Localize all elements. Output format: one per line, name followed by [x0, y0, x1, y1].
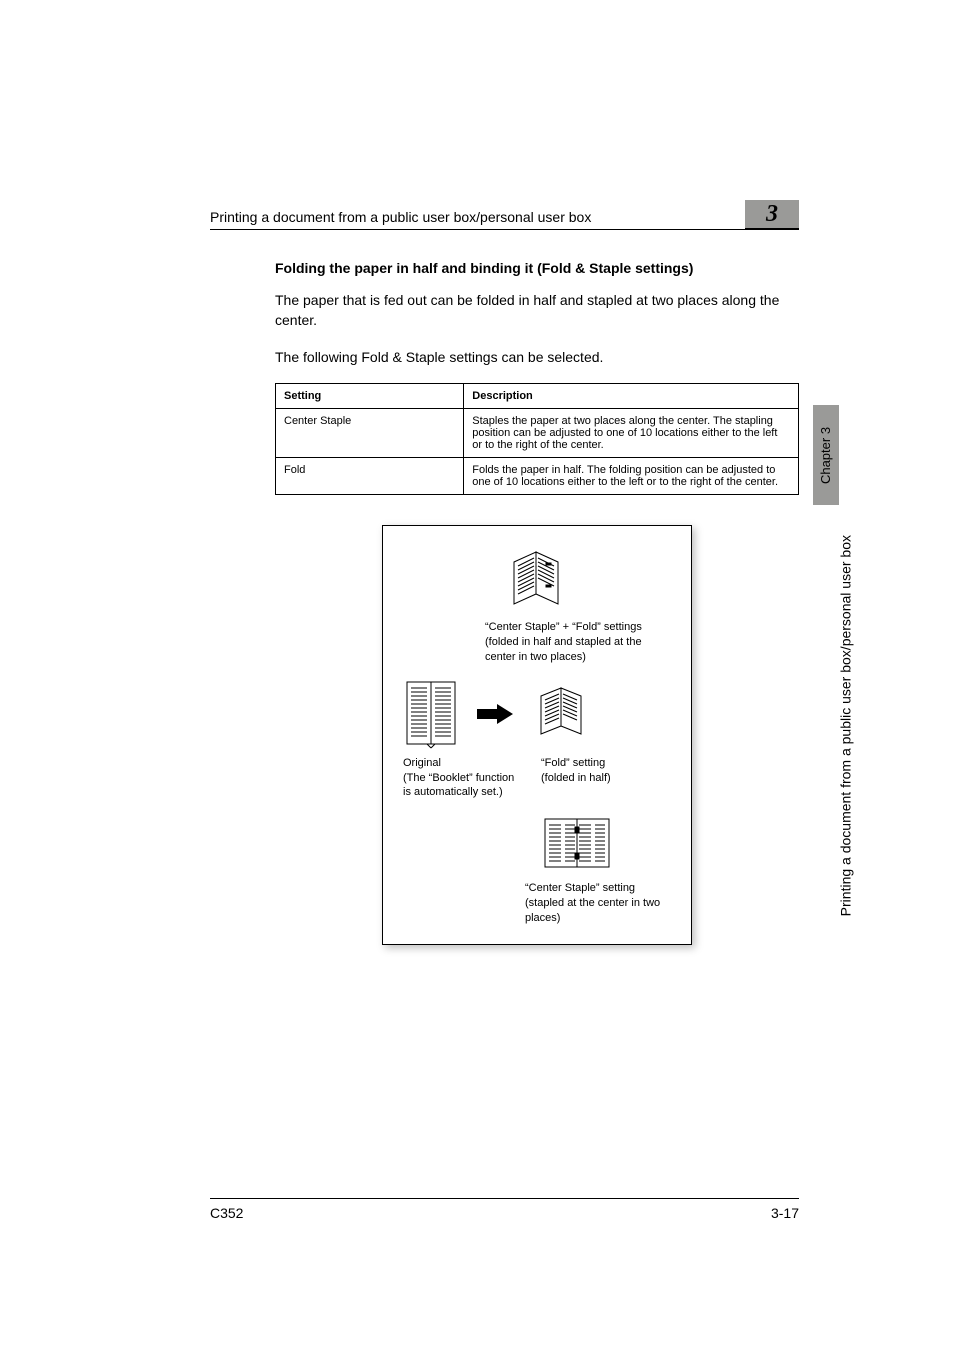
caption-fold-sub: (folded in half) — [541, 771, 661, 785]
caption-original-sub: (The “Booklet” function is automatically… — [403, 771, 523, 800]
side-chapter-tab: Chapter 3 — [813, 405, 839, 505]
arrow-right-icon — [477, 704, 513, 724]
chapter-number-box: 3 — [745, 200, 799, 230]
footer-model: C352 — [210, 1205, 243, 1221]
cell-desc: Folds the paper in half. The folding pos… — [464, 457, 799, 494]
col-header-setting: Setting — [276, 383, 464, 408]
chapter-number: 3 — [766, 201, 778, 228]
booklet-folded-icon — [531, 684, 591, 744]
diagram-box: “Center Staple” + “Fold” settings (folde… — [382, 525, 692, 945]
original-sheet-icon — [403, 678, 459, 750]
page-footer: C352 3-17 — [210, 1198, 799, 1221]
caption-original-label: Original — [403, 756, 523, 770]
caption-center-staple-label: “Center Staple” setting — [525, 881, 679, 896]
caption-center-staple-sub: (stapled at the center in two places) — [525, 896, 679, 926]
footer-page-number: 3-17 — [771, 1205, 799, 1221]
side-vertical-title: Printing a document from a public user b… — [837, 535, 853, 916]
cell-setting: Center Staple — [276, 408, 464, 457]
main-content: Folding the paper in half and binding it… — [210, 260, 799, 945]
page-header: Printing a document from a public user b… — [210, 200, 799, 230]
table-row: Fold Folds the paper in half. The foldin… — [276, 457, 799, 494]
paragraph-1: The paper that is fed out can be folded … — [275, 290, 799, 331]
side-chapter-text: Chapter 3 — [819, 426, 834, 483]
booklet-folded-stapled-icon — [502, 548, 572, 614]
caption-fold-label: “Fold” setting — [541, 756, 661, 770]
table-row: Center Staple Staples the paper at two p… — [276, 408, 799, 457]
paragraph-2: The following Fold & Staple settings can… — [275, 347, 799, 367]
diagram-caption-top: “Center Staple” + “Fold” settings (folde… — [395, 620, 679, 665]
table-header-row: Setting Description — [276, 383, 799, 408]
settings-table: Setting Description Center Staple Staple… — [275, 383, 799, 495]
sheet-center-staple-icon — [541, 815, 613, 873]
section-title: Folding the paper in half and binding it… — [275, 260, 799, 276]
cell-desc: Staples the paper at two places along th… — [464, 408, 799, 457]
running-head: Printing a document from a public user b… — [210, 209, 591, 225]
cell-setting: Fold — [276, 457, 464, 494]
col-header-description: Description — [464, 383, 799, 408]
